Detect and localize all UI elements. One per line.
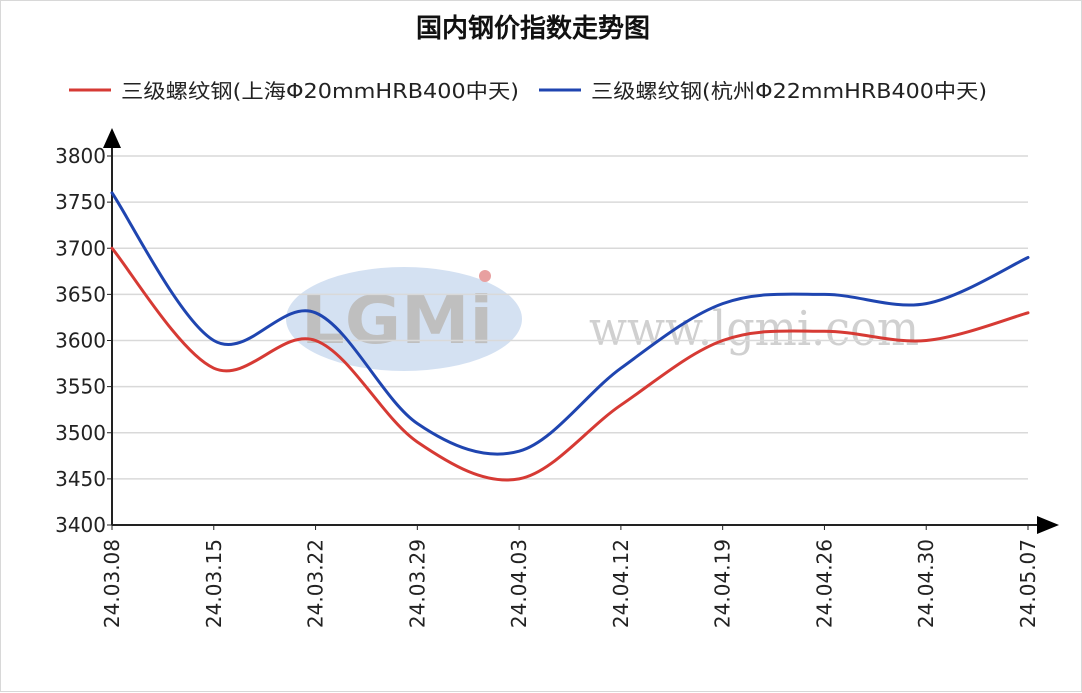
series xyxy=(110,191,1030,482)
y-tick-label-3550: 3550 xyxy=(55,375,106,399)
x-tick-label-24.03.08: 24.03.08 xyxy=(100,539,124,628)
legend-label-hangzhou: 三级螺纹钢(杭州Φ22mmHRB400中天) xyxy=(591,79,987,103)
x-tick-label-24.03.22: 24.03.22 xyxy=(304,539,328,628)
x-tick-label-24.05.07: 24.05.07 xyxy=(1016,539,1040,628)
legend-label-shanghai: 三级螺纹钢(上海Φ20mmHRB400中天) xyxy=(121,79,519,103)
y-tick-label-3500: 3500 xyxy=(55,421,106,445)
x-tick-label-24.04.03: 24.04.03 xyxy=(507,539,531,628)
series-line-shanghai xyxy=(110,246,1030,482)
y-tick-label-3400: 3400 xyxy=(55,513,106,537)
x-tick-label-24.03.15: 24.03.15 xyxy=(202,539,226,628)
watermark-logo-dot xyxy=(479,270,491,282)
grid xyxy=(112,155,1028,480)
series-line-hangzhou xyxy=(110,191,1030,456)
x-tick-label-24.03.29: 24.03.29 xyxy=(405,539,429,628)
y-tick-label-3450: 3450 xyxy=(55,467,106,491)
y-tick-label-3650: 3650 xyxy=(55,282,106,306)
y-axis-arrow xyxy=(103,128,121,148)
x-tick-label-24.04.12: 24.04.12 xyxy=(609,539,633,628)
watermark: LGMi www.lgmi.com xyxy=(286,267,919,371)
chart-title: 国内钢价指数走势图 xyxy=(416,14,650,44)
y-tick-label-3800: 3800 xyxy=(55,144,106,168)
x-tick-label-24.04.30: 24.04.30 xyxy=(914,539,938,628)
watermark-logo-ellipse xyxy=(286,267,522,371)
x-tick-label-24.04.26: 24.04.26 xyxy=(812,539,836,628)
x-axis-arrow xyxy=(1037,516,1059,534)
axes xyxy=(103,128,1059,534)
y-tick-label-3700: 3700 xyxy=(55,236,106,260)
y-axis-ticks: 3400 3450 3500 3550 3600 3650 3700 3750 3800 xyxy=(55,144,112,537)
y-tick-label-3750: 3750 xyxy=(55,190,106,214)
x-axis-ticks: 24.03.08 24.03.15 24.03.22 24.03.29 24.04.03… xyxy=(100,525,1040,628)
y-tick-label-3600: 3600 xyxy=(55,329,106,353)
watermark-url: www.lgmi.com xyxy=(589,301,919,357)
legend: 三级螺纹钢(上海Φ20mmHRB400中天) 三级螺纹钢(杭州Φ22mmHRB4… xyxy=(69,79,987,103)
x-tick-label-24.04.19: 24.04.19 xyxy=(711,539,735,628)
